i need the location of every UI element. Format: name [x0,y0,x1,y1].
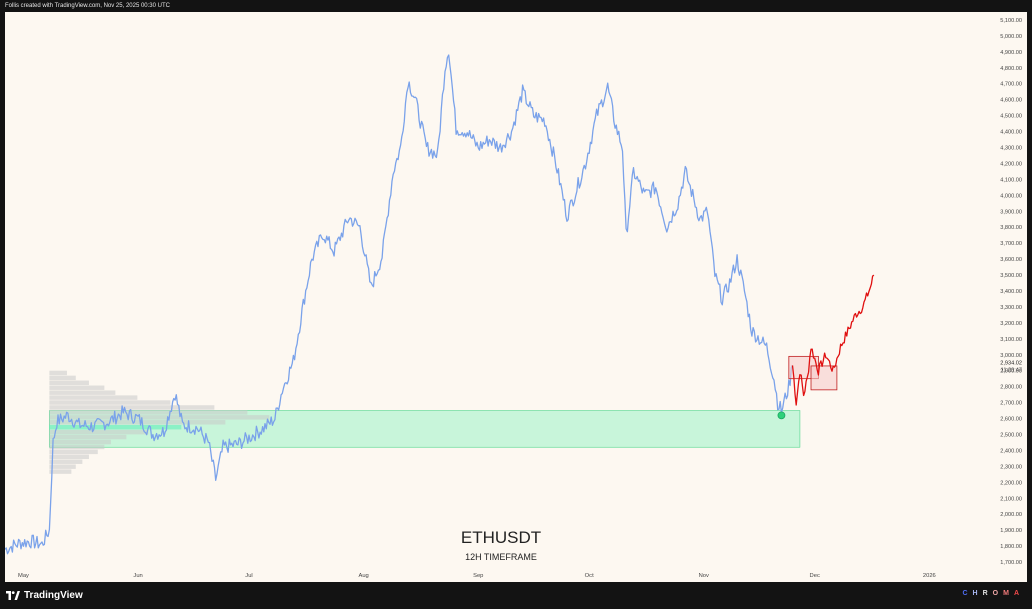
y-tick-label: 3,600.00 [1000,257,1022,263]
x-tick-label: Jul [245,573,252,579]
y-tick-label: 3,100.00 [1000,337,1022,343]
y-tick-label: 4,700.00 [1000,82,1022,88]
volume-profile-bar [49,376,75,380]
chroma-letter: A [1014,590,1024,597]
x-tick-label: Oct [585,573,594,579]
volume-profile-bar [49,410,247,414]
volume-profile-bar [49,386,104,390]
y-tick-label: 2,700.00 [1000,401,1022,407]
y-tick-label: 5,000.00 [1000,34,1022,40]
volume-profile-bar [49,390,115,394]
volume-profile-bar [49,415,269,419]
current-price-label: 2,934.02 [1000,360,1022,366]
y-tick-label: 4,200.00 [1000,161,1022,167]
y-tick-label: 2,400.00 [1000,448,1022,454]
volume-profile-bar [49,460,82,464]
y-tick-label: 4,900.00 [1000,50,1022,56]
x-tick-label: Aug [358,573,368,579]
y-tick-label: 3,000.00 [1000,353,1022,359]
chroma-letter: R [983,590,993,597]
y-tick-label: 3,500.00 [1000,273,1022,279]
top-caption-bar: Follis created with TradingView.com, Nov… [0,0,1032,12]
y-tick-label: 3,800.00 [1000,225,1022,231]
volume-profile-bar [49,440,111,444]
y-tick-label: 2,000.00 [1000,512,1022,518]
volume-profile-bar [49,405,214,409]
volume-profile-bar [49,445,104,449]
volume-profile-bar [49,371,67,375]
chart-symbol: ETHUSDT [461,528,541,547]
y-tick-label: 1,800.00 [1000,544,1022,550]
volume-profile-bar [49,395,137,399]
volume-profile-bar [49,400,170,404]
volume-profile-bar [49,435,126,439]
x-tick-label: Nov [699,573,709,579]
chroma-letter: C [962,590,972,597]
tradingview-logo-icon [6,591,20,601]
volume-profile-bar [49,430,148,434]
chart-timeframe: 12H TIMEFRAME [465,552,537,562]
chroma-letter: M [1003,590,1014,597]
y-tick-label: 2,100.00 [1000,496,1022,502]
y-tick-label: 5,100.00 [1000,18,1022,24]
bottom-brand-bar: TradingView CHROMA [0,582,1032,609]
low-touch-marker [778,412,785,419]
y-tick-label: 1,700.00 [1000,560,1022,566]
y-tick-label: 3,200.00 [1000,321,1022,327]
y-tick-label: 2,500.00 [1000,432,1022,438]
y-tick-label: 2,600.00 [1000,417,1022,423]
chroma-signature: CHROMA [962,590,1024,597]
volume-profile-bar [49,455,89,459]
volume-profile-bar [49,450,97,454]
chroma-letter: O [993,590,1003,597]
x-tick-label: 2026 [923,573,936,579]
y-tick-label: 3,300.00 [1000,305,1022,311]
tradingview-wordmark: TradingView [24,590,83,601]
x-tick-label: Jun [133,573,142,579]
y-tick-label: 3,700.00 [1000,241,1022,247]
x-tick-label: Dec [810,573,820,579]
volume-profile-bar [49,425,181,429]
x-tick-label: May [18,573,29,579]
y-tick-label: 3,900.00 [1000,209,1022,215]
chart-caption: Follis created with TradingView.com, Nov… [0,3,170,9]
price-chart[interactable]: 1,700.00 1,800.00 1,900.00 2,000.00 2,100.00… [5,12,1027,582]
y-tick-label: 4,100.00 [1000,177,1022,183]
y-tick-label: 4,600.00 [1000,98,1022,104]
y-tick-label: 4,400.00 [1000,130,1022,136]
y-tick-label: 2,200.00 [1000,480,1022,486]
volume-profile-bar [49,464,75,468]
y-tick-label: 4,000.00 [1000,193,1022,199]
tradingview-logo[interactable]: TradingView [6,590,83,601]
x-tick-label: Sep [473,573,483,579]
y-tick-label: 4,800.00 [1000,66,1022,72]
price-history-line [5,55,793,554]
y-tick-label: 4,300.00 [1000,146,1022,152]
chroma-letter: H [973,590,983,597]
volume-profile-bar [49,381,89,385]
y-tick-label: 2,800.00 [1000,385,1022,391]
y-tick-label: 4,500.00 [1000,114,1022,120]
y-tick-label: 2,300.00 [1000,464,1022,470]
y-tick-label: 3,400.00 [1000,289,1022,295]
countdown-label: 11:29:47 [1001,367,1022,373]
chart-area[interactable]: 1,700.00 1,800.00 1,900.00 2,000.00 2,100.00… [5,12,1027,582]
y-tick-label: 1,900.00 [1000,528,1022,534]
